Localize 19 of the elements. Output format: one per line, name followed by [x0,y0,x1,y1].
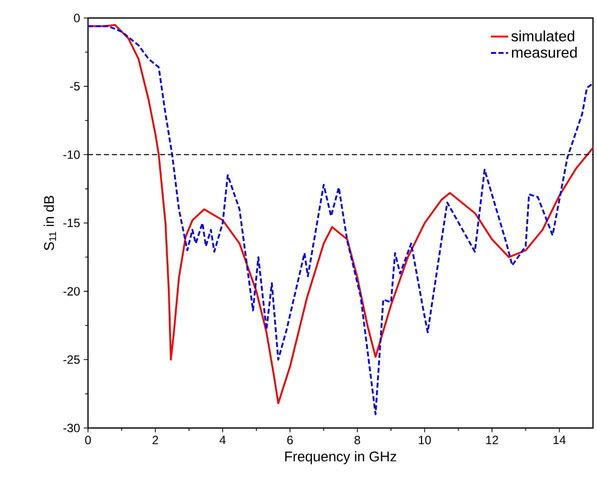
y-tick-label: 0 [74,14,80,22]
y-tick-label: -5 [70,82,80,91]
y-tick-label: -25 [63,355,80,364]
x-tick-label: 10 [418,436,431,444]
x-tick-label: 2 [152,436,158,444]
y-tick-label: -10 [63,150,80,159]
x-tick-label: 14 [554,436,566,444]
legend-label: simulated [511,30,574,42]
x-tick-label: 8 [354,436,360,444]
y-axis-title: S$_{11}$ in dB [44,196,56,250]
x-tick-label: 0 [85,436,91,444]
x-tick-label: 12 [486,436,498,444]
x-tick-label: 6 [287,436,293,444]
y-tick-label: -20 [63,287,80,296]
x-tick-label: 4 [220,436,226,444]
x-axis-title: Frequency in GHz [285,451,396,464]
legend-label: measured [512,46,577,58]
y-tick-label: -15 [63,218,80,228]
y-tick-label: -30 [63,424,80,432]
